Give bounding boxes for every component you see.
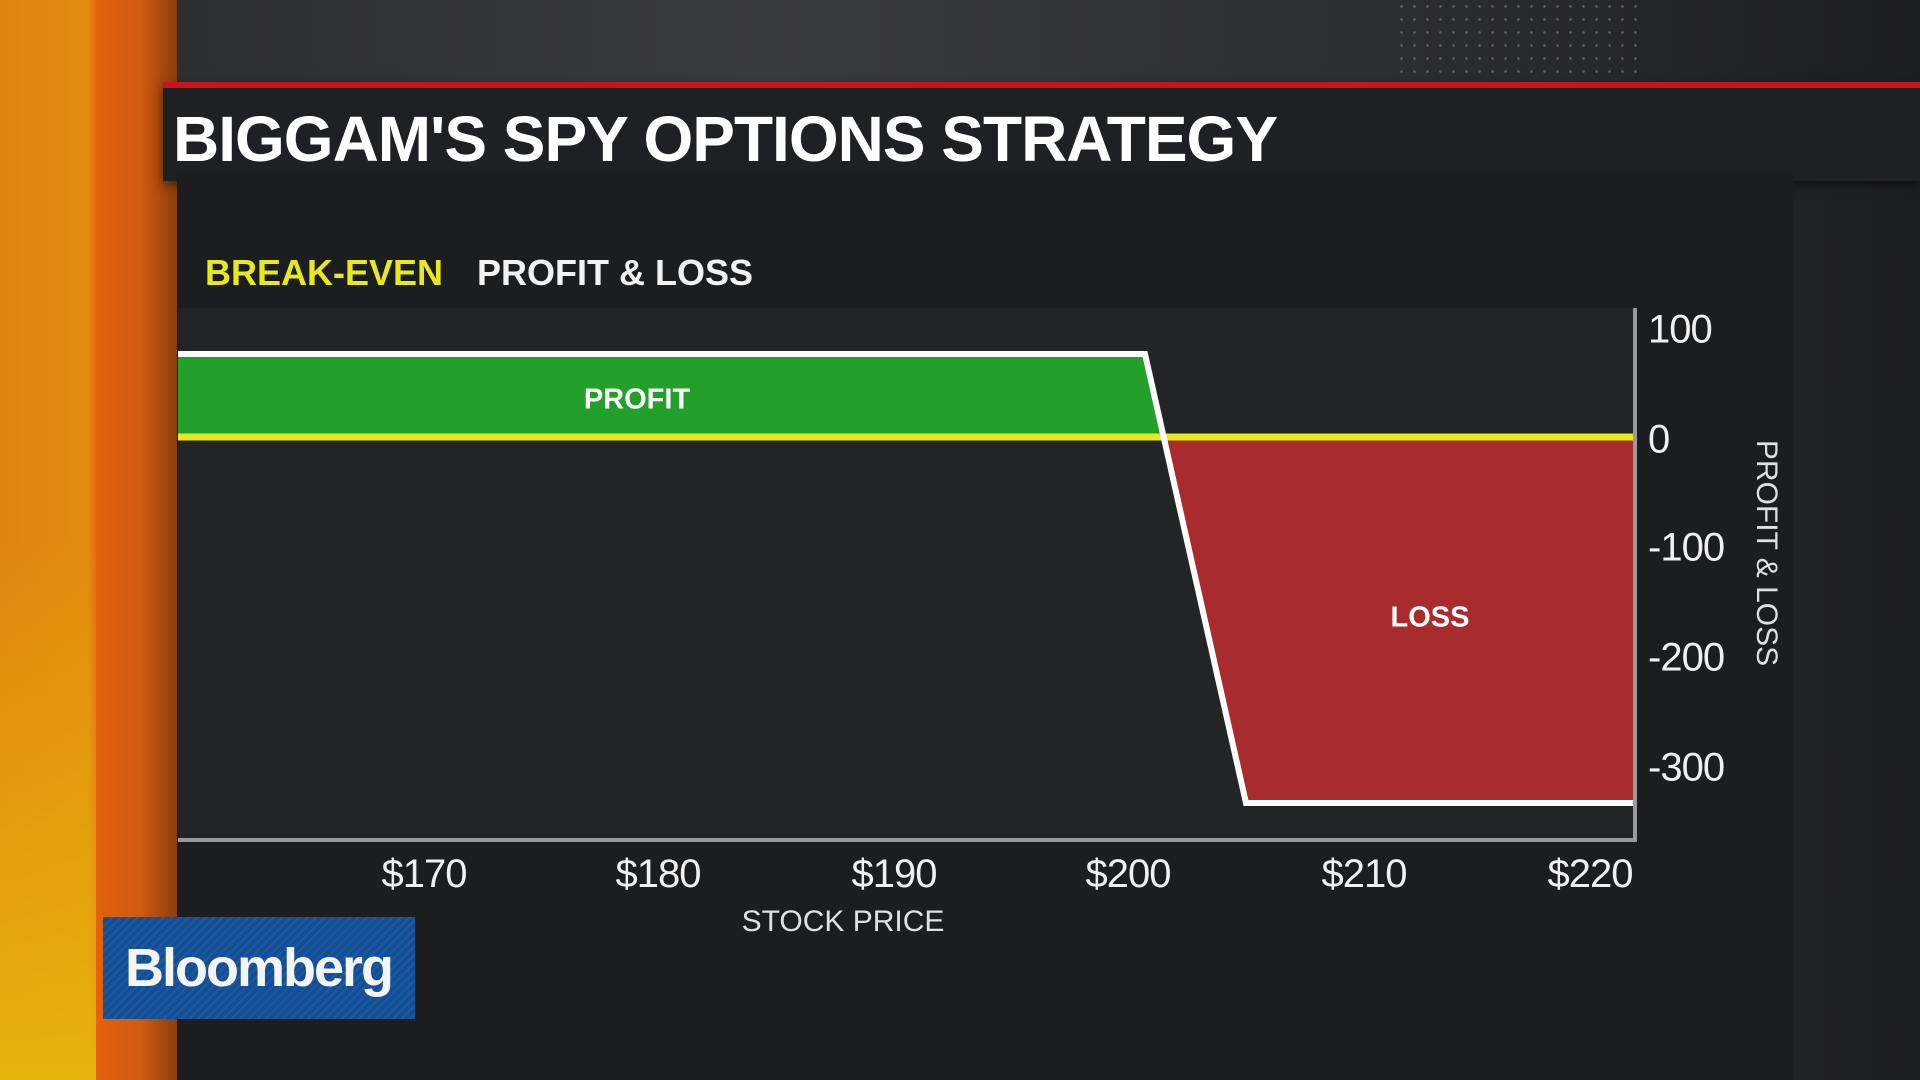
x-axis-label: STOCK PRICE xyxy=(741,905,945,938)
x-tick: $180 xyxy=(615,852,702,896)
logo-text: Bloomberg xyxy=(125,938,394,998)
x-tick: $170 xyxy=(381,852,468,896)
title-bar: BIGGAM'S SPY OPTIONS STRATEGY xyxy=(163,82,1920,181)
profit-label: PROFIT xyxy=(583,383,691,416)
y-tick: 0 xyxy=(1648,417,1670,462)
dot-pattern xyxy=(1395,0,1645,85)
legend: BREAK-EVEN PROFIT & LOSS xyxy=(205,252,753,294)
x-tick: $210 xyxy=(1321,852,1408,896)
y-tick: -200 xyxy=(1648,635,1725,680)
pnl-line xyxy=(178,351,1635,806)
legend-profit-loss: PROFIT & LOSS xyxy=(477,252,754,293)
y-tick: -100 xyxy=(1648,525,1725,570)
y-axis-label: PROFIT & LOSS xyxy=(1750,439,1783,667)
bloomberg-logo: Bloomberg xyxy=(103,917,415,1019)
y-tick: -300 xyxy=(1648,745,1725,790)
chart-title: BIGGAM'S SPY OPTIONS STRATEGY xyxy=(173,103,1278,175)
loss-label: LOSS xyxy=(1390,601,1470,634)
profit-region xyxy=(178,354,1163,437)
legend-break-even: BREAK-EVEN xyxy=(205,252,444,293)
orange-side-band xyxy=(0,0,177,1080)
x-tick: $220 xyxy=(1547,852,1634,896)
y-tick: 100 xyxy=(1648,307,1713,352)
loss-region xyxy=(1163,437,1635,803)
x-tick: $190 xyxy=(851,852,938,896)
x-tick: $200 xyxy=(1085,852,1172,896)
